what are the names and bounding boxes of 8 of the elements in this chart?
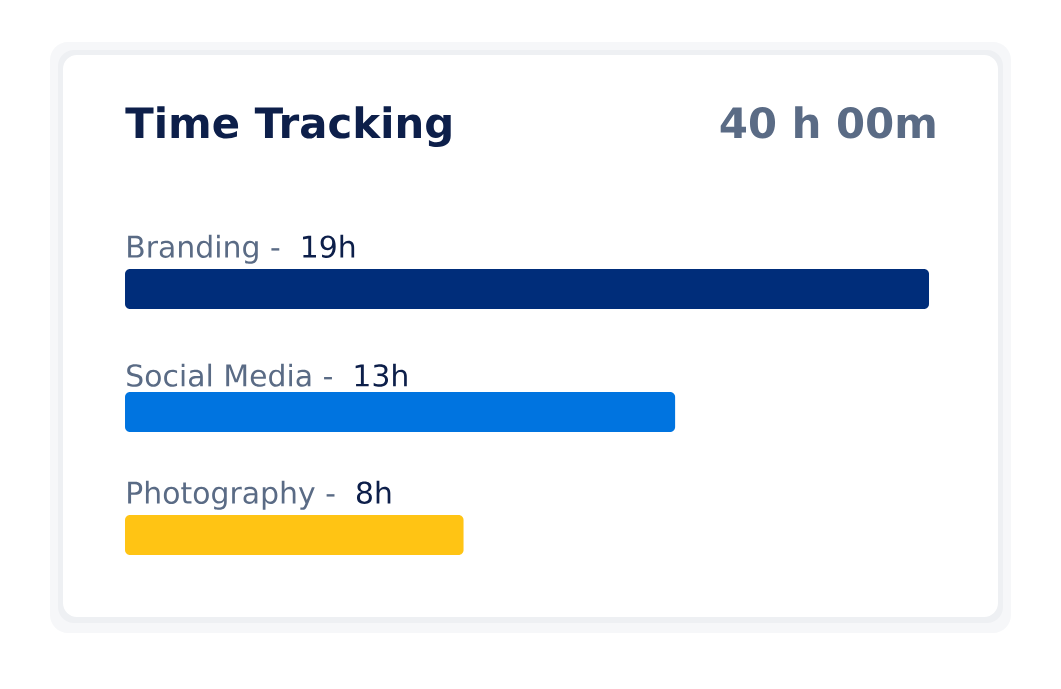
text: 40 h 00m [720,106,935,139]
data-label: 8h [356,480,391,504]
y-tick-label: Photography - [128,480,335,510]
y-tick-label: Social Media - [127,363,332,387]
y-tick-label: Branding - [128,234,280,264]
data-label: 13h [355,363,407,387]
data-label: 19h [303,234,355,258]
chart-title: Time Tracking [125,106,451,148]
